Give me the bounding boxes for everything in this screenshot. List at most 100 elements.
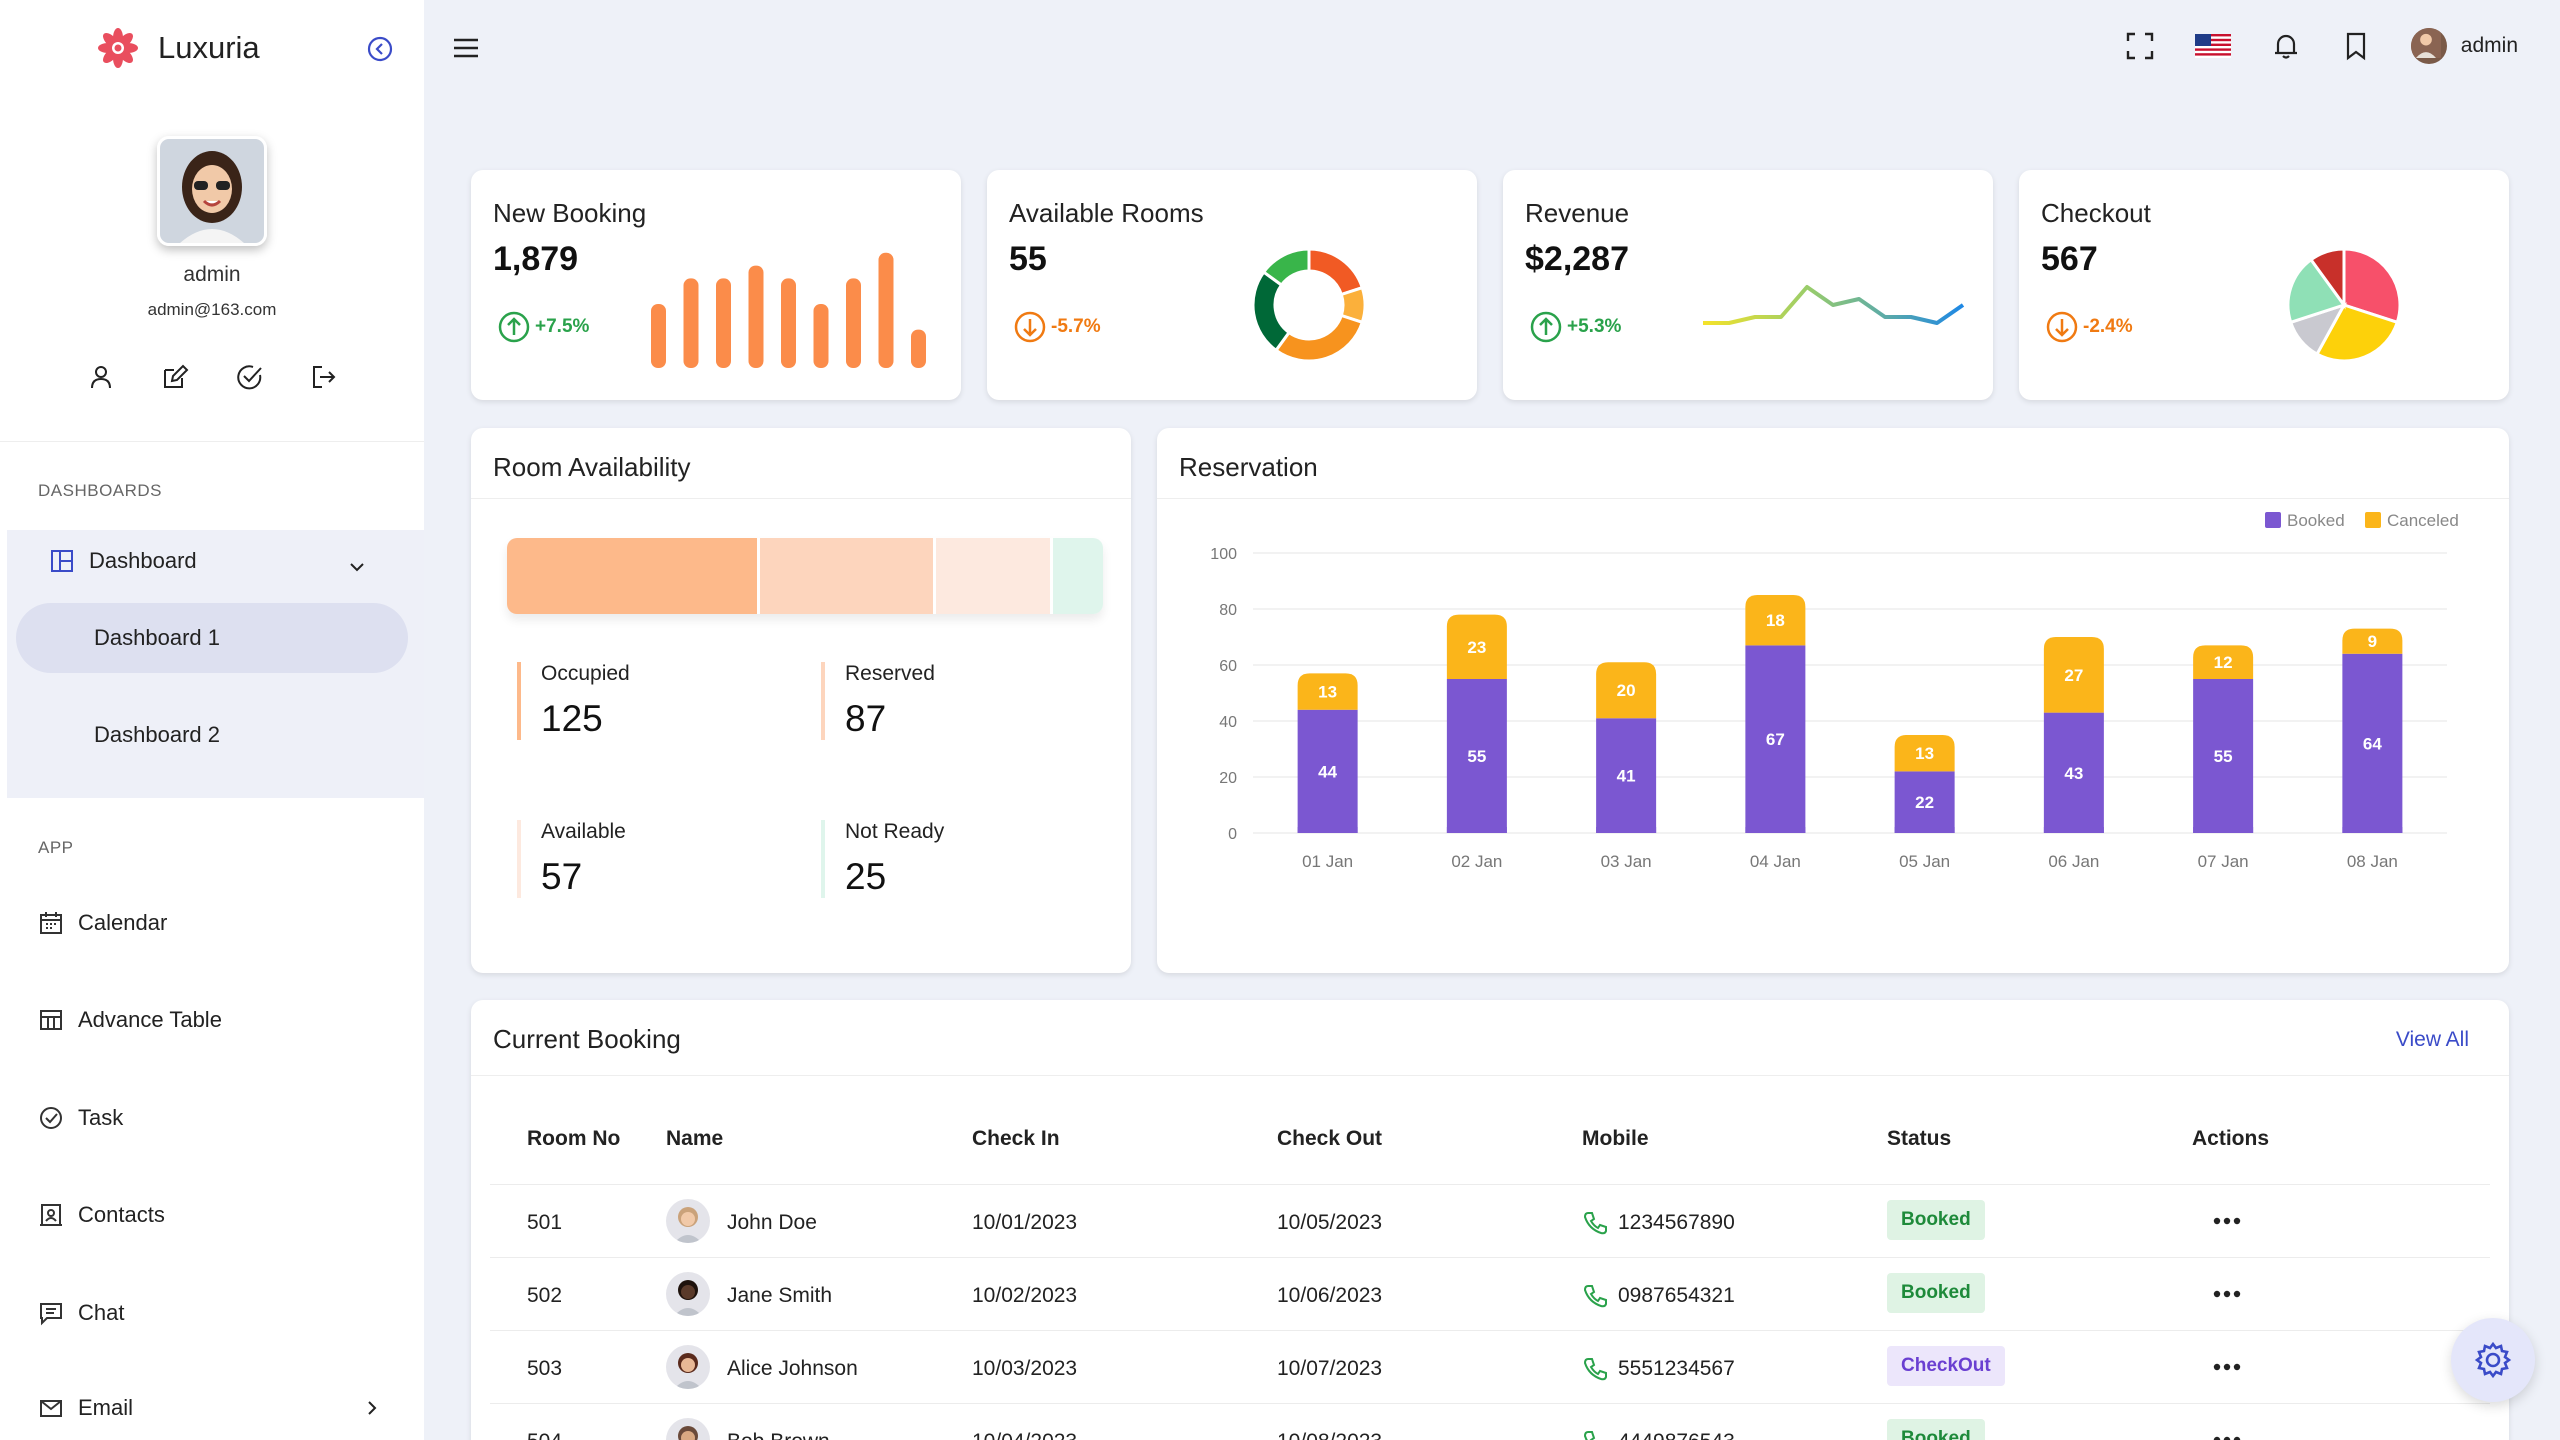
cell-check-in: 10/02/2023 bbox=[972, 1284, 1078, 1307]
nav-dashboard[interactable]: Dashboard bbox=[49, 548, 197, 574]
chevron-down-icon[interactable] bbox=[346, 556, 368, 578]
table-row[interactable]: 504 Bob Brown 10/04/2023 10/08/2023 44498765… bbox=[490, 1403, 2490, 1440]
sidebar-divider bbox=[0, 441, 424, 442]
data-label-booked: 55 bbox=[1467, 747, 1486, 766]
nav-task[interactable]: Task bbox=[38, 1105, 123, 1131]
column-header-name[interactable]: Name bbox=[666, 1127, 724, 1150]
cell-room-no: 503 bbox=[527, 1357, 563, 1380]
bar-booked bbox=[1745, 645, 1806, 833]
stat-title: Available Rooms bbox=[1009, 198, 1204, 228]
nav-dashboard-2[interactable]: Dashboard 2 bbox=[94, 722, 220, 747]
stat-trend: +5.3% bbox=[1529, 310, 1621, 344]
bar-booked bbox=[2043, 712, 2104, 833]
view-all-link[interactable]: View All bbox=[2395, 1028, 2469, 1051]
nav-chat-label: Chat bbox=[78, 1300, 125, 1325]
column-header-check-in[interactable]: Check In bbox=[972, 1127, 1060, 1150]
card-title: Room Availability bbox=[493, 452, 691, 482]
brand[interactable]: Luxuria bbox=[96, 26, 260, 70]
logout-icon[interactable] bbox=[308, 362, 338, 392]
nav-dashboard-1[interactable]: Dashboard 1 bbox=[16, 603, 408, 673]
bar-canceled bbox=[2193, 645, 2254, 679]
stat-value: $2,287 bbox=[1525, 240, 1629, 278]
bar-canceled bbox=[2342, 628, 2403, 654]
more-actions-icon[interactable] bbox=[2212, 1288, 2242, 1300]
sidebar: Luxuria admin admin@163.com DA bbox=[0, 0, 424, 1440]
chevron-right-icon[interactable] bbox=[362, 1398, 382, 1418]
nav-calendar[interactable]: Calendar bbox=[38, 910, 167, 936]
section-label-dashboards: DASHBOARDS bbox=[38, 481, 163, 500]
nav-email[interactable]: Email bbox=[38, 1395, 133, 1421]
settings-button[interactable] bbox=[2451, 1318, 2535, 1402]
bar bbox=[781, 278, 796, 368]
bar bbox=[748, 265, 764, 368]
topbar-user[interactable]: admin bbox=[2410, 28, 2518, 64]
data-label-canceled: 27 bbox=[2064, 666, 2083, 685]
edit-icon[interactable] bbox=[160, 362, 190, 392]
cell-name: John Doe bbox=[727, 1211, 817, 1234]
bar-canceled bbox=[2043, 637, 2104, 713]
card-divider bbox=[471, 498, 1131, 499]
bar-booked bbox=[1297, 709, 1358, 833]
table-row[interactable]: 502 Jane Smith 10/02/2023 10/06/2023 0987654… bbox=[490, 1257, 2490, 1329]
more-actions-icon[interactable] bbox=[2212, 1215, 2242, 1227]
nav-email-label: Email bbox=[78, 1395, 134, 1420]
legend-label: Canceled bbox=[2387, 511, 2459, 530]
more-actions-icon[interactable] bbox=[2212, 1434, 2242, 1440]
status-badge: Booked bbox=[1887, 1419, 1985, 1440]
menu-icon[interactable] bbox=[452, 36, 480, 60]
collapse-sidebar-icon[interactable] bbox=[366, 35, 394, 63]
bar-base bbox=[1446, 827, 1507, 833]
stat-title: Checkout bbox=[2041, 198, 2151, 228]
cell-mobile: 5551234567 bbox=[1618, 1357, 1735, 1380]
column-header-actions[interactable]: Actions bbox=[2192, 1127, 2270, 1150]
bookmark-icon[interactable] bbox=[2341, 31, 2371, 61]
phone-icon bbox=[1583, 1285, 1607, 1308]
room-bar-occupied bbox=[507, 538, 760, 614]
pie-slice bbox=[1261, 247, 1311, 288]
table-row[interactable]: 503 Alice Johnson 10/03/2023 10/07/2023 5551… bbox=[490, 1330, 2490, 1402]
stat-card-revenue: Revenue $2,287 +5.3% bbox=[1503, 170, 1993, 400]
bar bbox=[846, 278, 861, 368]
cell-check-in: 10/01/2023 bbox=[972, 1211, 1078, 1234]
nav-chat[interactable]: Chat bbox=[38, 1300, 124, 1326]
room-availability-bar bbox=[507, 538, 1103, 614]
pie-slice bbox=[2308, 247, 2346, 310]
column-header-room-no[interactable]: Room No bbox=[527, 1127, 621, 1150]
y-tick-label: 0 bbox=[1228, 826, 1237, 843]
more-actions-icon[interactable] bbox=[2212, 1361, 2242, 1373]
room-stat-label: Available bbox=[541, 820, 626, 843]
stat-title: New Booking bbox=[493, 198, 647, 228]
sidebar-user-name: admin bbox=[183, 263, 241, 286]
section-label-app: APP bbox=[38, 838, 74, 857]
cell-mobile: 4449876543 bbox=[1618, 1430, 1735, 1440]
column-header-check-out[interactable]: Check Out bbox=[1277, 1127, 1383, 1150]
nav-advance-table[interactable]: Advance Table bbox=[38, 1007, 222, 1033]
cell-check-in: 10/04/2023 bbox=[972, 1430, 1077, 1440]
room-stat-reserved: Reserved 87 bbox=[821, 662, 935, 740]
bar-base bbox=[1894, 827, 1955, 833]
fullscreen-icon[interactable] bbox=[2125, 31, 2155, 61]
room-stat-value: 57 bbox=[541, 856, 583, 897]
room-bar-reserved bbox=[759, 538, 937, 614]
profile-icon[interactable] bbox=[86, 362, 116, 392]
table-icon bbox=[40, 1010, 62, 1030]
column-header-mobile[interactable]: Mobile bbox=[1582, 1127, 1649, 1150]
arrow-down-circle-icon bbox=[2046, 311, 2078, 343]
stat-value: 1,879 bbox=[493, 240, 579, 278]
nav-contacts[interactable]: Contacts bbox=[38, 1202, 165, 1228]
column-header-status[interactable]: Status bbox=[1887, 1127, 1952, 1150]
legend-swatch bbox=[2365, 512, 2381, 528]
x-tick-label: 01 Jan bbox=[1302, 852, 1353, 871]
cell-room-no: 501 bbox=[527, 1211, 563, 1234]
room-bar-available bbox=[936, 538, 1054, 614]
flag-us-icon[interactable] bbox=[2194, 34, 2231, 58]
bar-booked bbox=[1446, 679, 1507, 833]
bar bbox=[813, 304, 829, 368]
table-row[interactable]: 501 John Doe 10/01/2023 10/05/2023 123456789… bbox=[490, 1184, 2490, 1256]
arrow-up-circle-icon bbox=[1530, 311, 1562, 343]
pie-slice bbox=[2286, 257, 2347, 325]
room-stat-available: Available 57 bbox=[517, 820, 626, 898]
check-circle-icon[interactable] bbox=[234, 362, 264, 392]
pie-slice bbox=[1307, 247, 1365, 297]
notification-bell-icon[interactable] bbox=[2271, 31, 2301, 61]
